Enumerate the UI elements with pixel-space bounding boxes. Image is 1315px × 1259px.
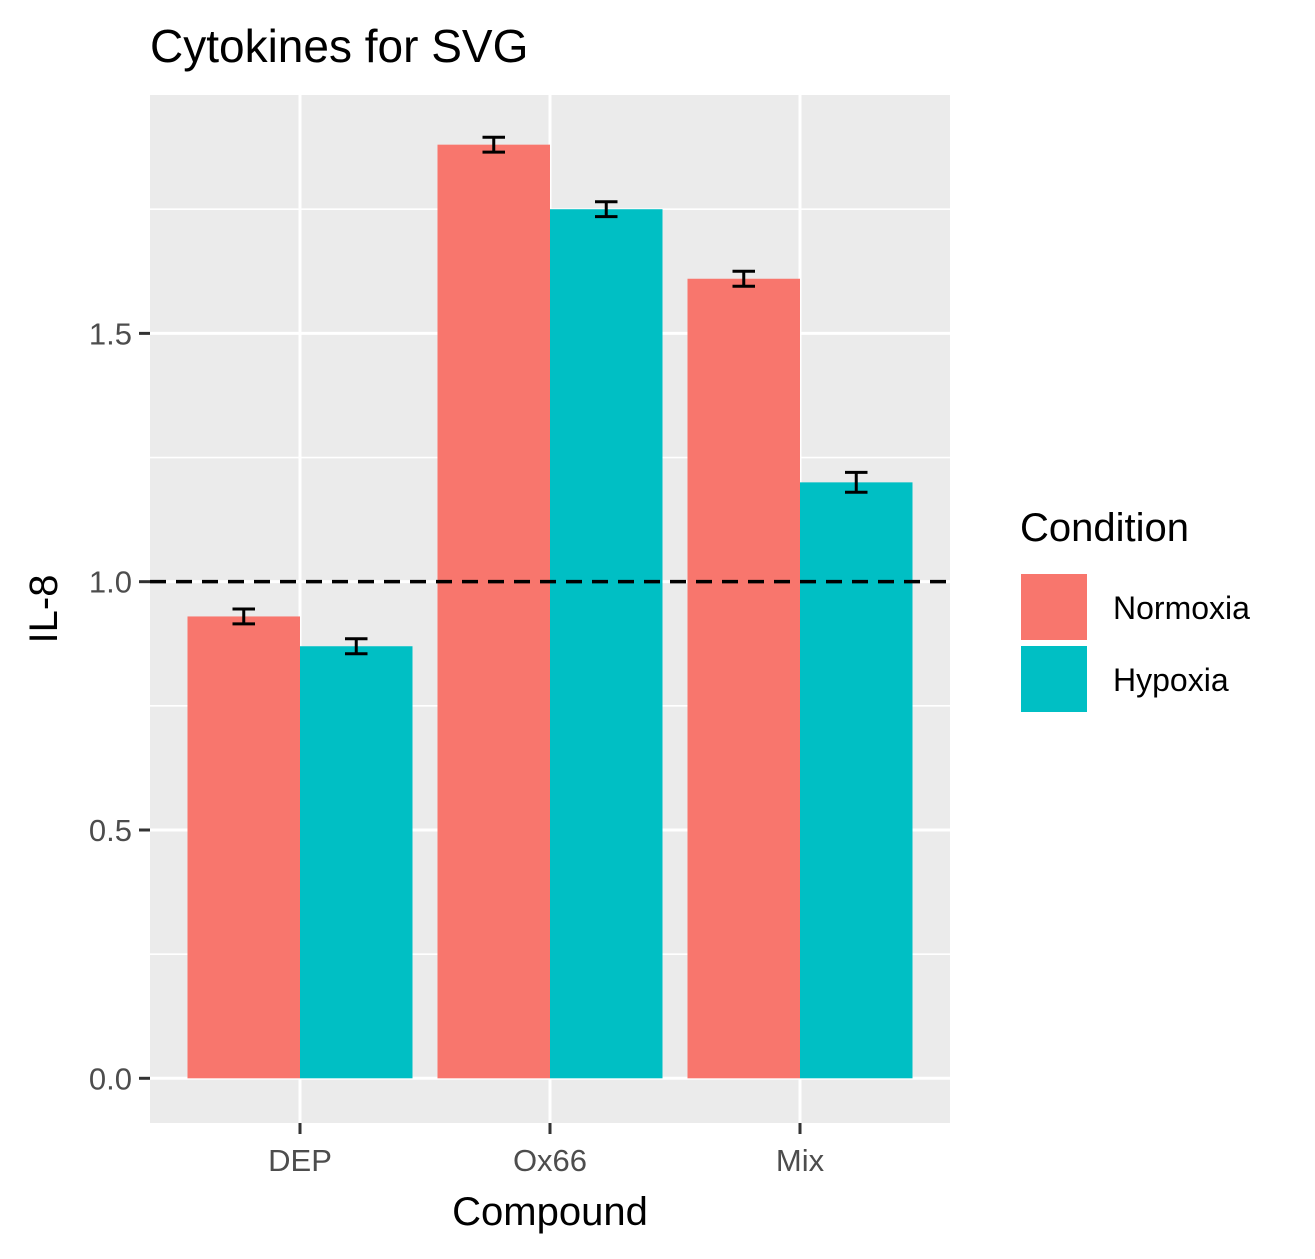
bar-normoxia-mix <box>687 278 800 1079</box>
legend-key-normoxia <box>1019 572 1089 642</box>
legend-label-normoxia: Normoxia <box>1113 590 1250 626</box>
x-axis-title: Compound <box>452 1190 648 1234</box>
x-tick-label: Mix <box>776 1143 825 1178</box>
x-tick-label: DEP <box>268 1143 332 1178</box>
y-axis-title: IL-8 <box>22 575 66 644</box>
bar-normoxia-dep <box>187 616 300 1079</box>
y-tick-label: 1.0 <box>89 565 132 600</box>
bar-hypoxia-mix <box>800 482 913 1079</box>
legend-item-hypoxia: Hypoxia <box>1019 644 1229 714</box>
y-axis: 0.0 0.5 1.0 1.5 <box>89 316 150 1096</box>
error-bar-normoxia-ox66 <box>482 135 505 154</box>
y-tick-label: 0.5 <box>89 813 132 848</box>
legend-key-hypoxia <box>1019 644 1089 714</box>
legend-label-hypoxia: Hypoxia <box>1113 662 1229 698</box>
bar-hypoxia-ox66 <box>550 209 663 1079</box>
error-bar-hypoxia-dep <box>345 637 368 656</box>
error-bars <box>232 135 868 656</box>
bar-normoxia-ox66 <box>437 144 550 1079</box>
x-tick-label: Ox66 <box>513 1143 587 1178</box>
error-bar-hypoxia-ox66 <box>595 200 618 219</box>
error-bar-normoxia-mix <box>732 269 755 288</box>
chart-title: Cytokines for SVG <box>150 20 528 72</box>
y-tick-label: 0.0 <box>89 1061 132 1096</box>
legend-title: Condition <box>1020 506 1189 550</box>
error-bar-normoxia-dep <box>232 607 255 626</box>
legend-item-normoxia: Normoxia <box>1019 572 1250 642</box>
plot-panel <box>150 95 950 1123</box>
y-tick-label: 1.5 <box>89 316 132 351</box>
error-bar-hypoxia-mix <box>845 470 868 494</box>
legend: Condition Normoxia Hypoxia <box>1019 506 1250 714</box>
x-axis: DEP Ox66 Mix <box>268 1123 825 1178</box>
legend-items: Normoxia Hypoxia <box>1019 572 1250 714</box>
bar-hypoxia-dep <box>300 646 413 1079</box>
